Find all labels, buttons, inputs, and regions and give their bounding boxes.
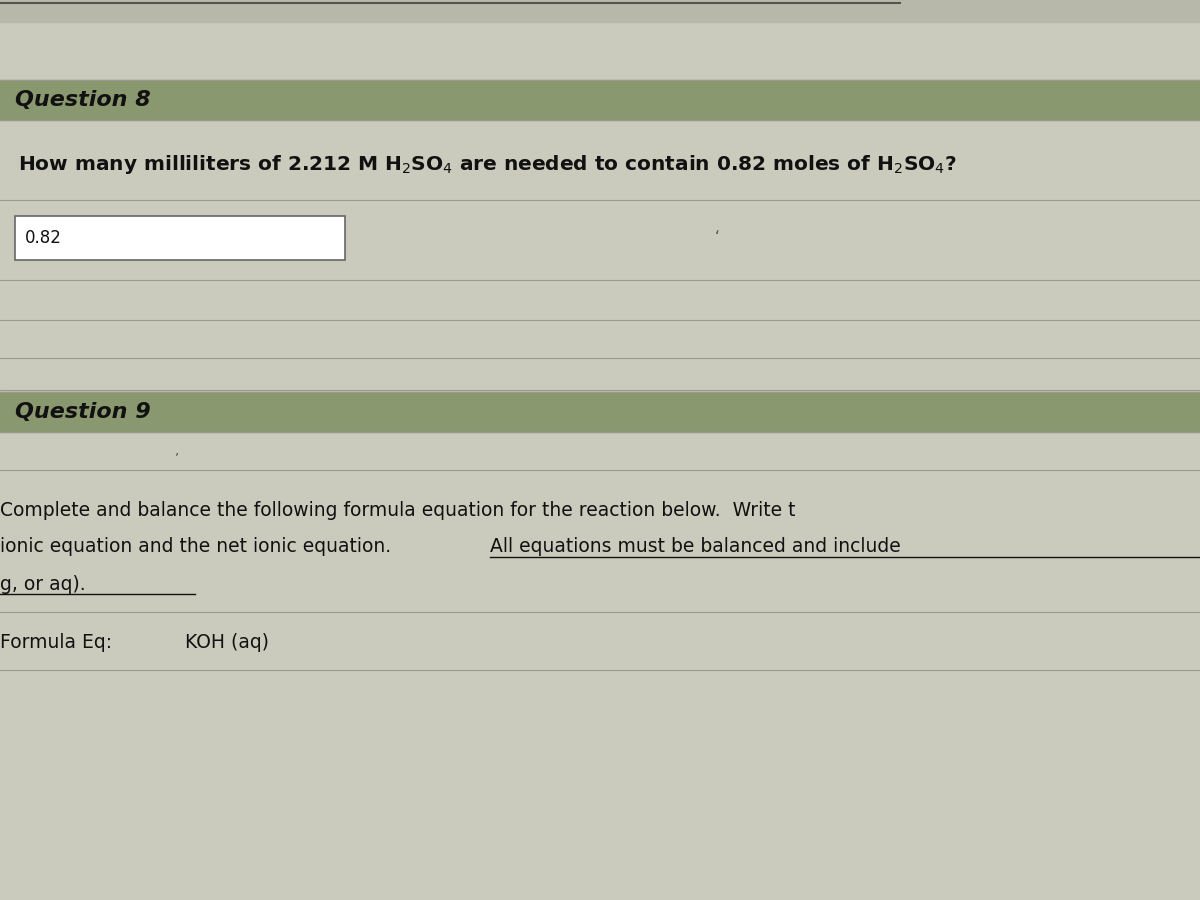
Bar	[0, 120, 1200, 390]
FancyBboxPatch shape	[14, 216, 346, 260]
Text: KOH (aq): KOH (aq)	[185, 633, 269, 652]
Bar	[0, 0, 1200, 22]
Text: 0.82: 0.82	[25, 229, 62, 247]
Text: All equations must be balanced and include: All equations must be balanced and inclu…	[490, 537, 901, 556]
Bar	[0, 22, 1200, 80]
Text: Question 9: Question 9	[14, 402, 151, 422]
Text: ionic equation and the net ionic equation.: ionic equation and the net ionic equatio…	[0, 537, 397, 556]
Text: ,: ,	[175, 443, 179, 457]
Text: Question 8: Question 8	[14, 90, 151, 110]
Bar	[0, 80, 1200, 120]
Text: Formula Eq:: Formula Eq:	[0, 633, 112, 652]
Text: Complete and balance the following formula equation for the reaction below.  Wri: Complete and balance the following formu…	[0, 500, 796, 519]
Bar	[0, 392, 1200, 432]
Text: g, or aq).: g, or aq).	[0, 574, 85, 593]
Text: How many milliliters of 2.212 M H$_2$SO$_4$ are needed to contain 0.82 moles of : How many milliliters of 2.212 M H$_2$SO$…	[18, 154, 956, 176]
Text: ‘: ‘	[715, 230, 720, 246]
Bar	[0, 432, 1200, 900]
